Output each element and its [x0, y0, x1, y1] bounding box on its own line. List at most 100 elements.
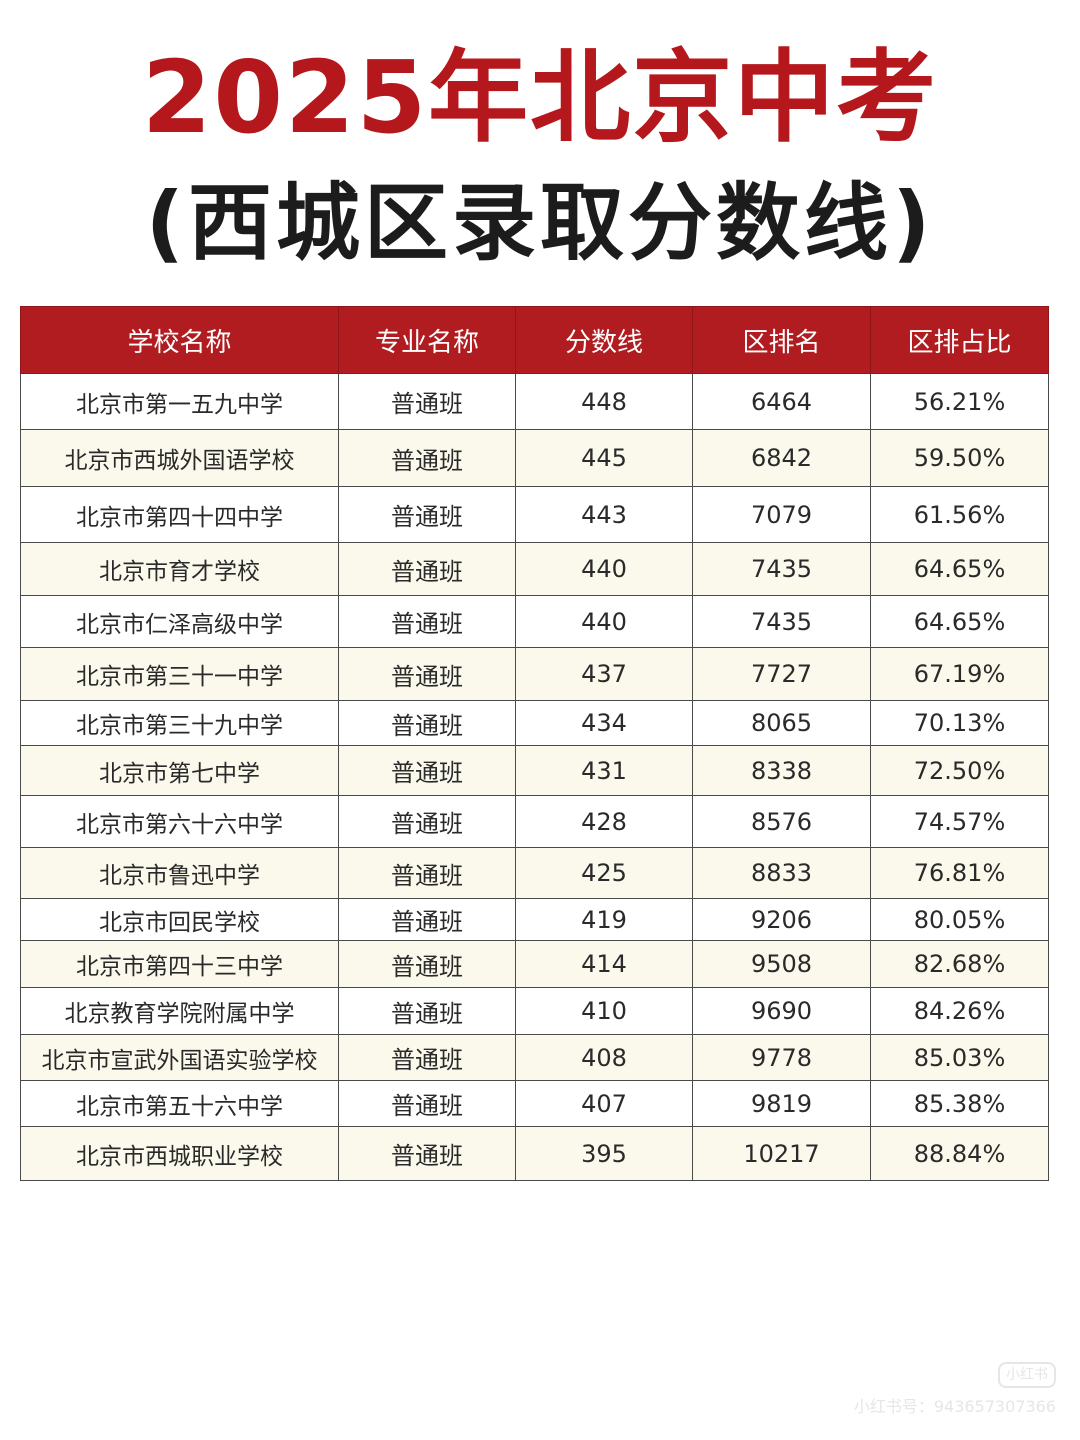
cutoff-score-cell: 434 — [515, 700, 693, 746]
district-rank-cell: 7435 — [692, 542, 871, 596]
cutoff-score-cell: 395 — [515, 1126, 693, 1181]
program-cell: 普通班 — [338, 940, 516, 988]
cutoff-score-cell: 414 — [515, 940, 693, 988]
district-rank-cell: 6464 — [692, 373, 871, 430]
program-cell: 普通班 — [338, 542, 516, 596]
program-cell: 普通班 — [338, 898, 516, 941]
school-name-cell: 北京市回民学校 — [20, 898, 339, 941]
school-name-cell: 北京市宣武外国语实验学校 — [20, 1034, 339, 1081]
district-rank-cell: 9778 — [692, 1034, 871, 1081]
school-name-cell: 北京市第四十四中学 — [20, 486, 339, 543]
header-cutoff-score: 分数线 — [515, 306, 693, 374]
district-rank-percent-cell: 67.19% — [870, 647, 1049, 701]
district-rank-cell: 6842 — [692, 429, 871, 487]
admission-score-table: 学校名称 专业名称 分数线 区排名 区排占比 北京市第一五九中学 普通班 448 64… — [20, 306, 1049, 1181]
table-row: 北京市西城外国语学校 普通班 445 6842 59.50% — [20, 429, 1049, 487]
program-cell: 普通班 — [338, 647, 516, 701]
program-cell: 普通班 — [338, 1080, 516, 1127]
school-name-cell: 北京市第七中学 — [20, 745, 339, 796]
cutoff-score-cell: 448 — [515, 373, 693, 430]
program-cell: 普通班 — [338, 595, 516, 648]
table-row: 北京教育学院附属中学 普通班 410 9690 84.26% — [20, 987, 1049, 1035]
table-row: 北京市西城职业学校 普通班 395 10217 88.84% — [20, 1126, 1049, 1181]
school-name-cell: 北京市鲁迅中学 — [20, 847, 339, 899]
school-name-cell: 北京教育学院附属中学 — [20, 987, 339, 1035]
program-cell: 普通班 — [338, 795, 516, 848]
program-cell: 普通班 — [338, 486, 516, 543]
program-cell: 普通班 — [338, 847, 516, 899]
program-cell: 普通班 — [338, 1034, 516, 1081]
header-school-name: 学校名称 — [20, 306, 339, 374]
cutoff-score-cell: 407 — [515, 1080, 693, 1127]
header-district-rank-percent: 区排占比 — [870, 306, 1049, 374]
table-row: 北京市育才学校 普通班 440 7435 64.65% — [20, 542, 1049, 596]
cutoff-score-cell: 431 — [515, 745, 693, 796]
district-rank-cell: 7079 — [692, 486, 871, 543]
district-rank-cell: 9508 — [692, 940, 871, 988]
district-rank-cell: 9819 — [692, 1080, 871, 1127]
school-name-cell: 北京市西城外国语学校 — [20, 429, 339, 487]
cutoff-score-cell: 410 — [515, 987, 693, 1035]
school-name-cell: 北京市第一五九中学 — [20, 373, 339, 430]
table-row: 北京市第六十六中学 普通班 428 8576 74.57% — [20, 795, 1049, 848]
school-name-cell: 北京市第六十六中学 — [20, 795, 339, 848]
school-name-cell: 北京市第五十六中学 — [20, 1080, 339, 1127]
district-rank-percent-cell: 88.84% — [870, 1126, 1049, 1181]
school-name-cell: 北京市西城职业学校 — [20, 1126, 339, 1181]
table-row: 北京市第一五九中学 普通班 448 6464 56.21% — [20, 373, 1049, 430]
table-row: 北京市仁泽高级中学 普通班 440 7435 64.65% — [20, 595, 1049, 648]
district-rank-cell: 8833 — [692, 847, 871, 899]
table-row: 北京市第四十三中学 普通班 414 9508 82.68% — [20, 940, 1049, 988]
school-name-cell: 北京市第三十九中学 — [20, 700, 339, 746]
cutoff-score-cell: 425 — [515, 847, 693, 899]
district-rank-percent-cell: 80.05% — [870, 898, 1049, 941]
school-name-cell: 北京市仁泽高级中学 — [20, 595, 339, 648]
watermark-logo: 小红书 — [998, 1362, 1056, 1388]
district-rank-percent-cell: 64.65% — [870, 595, 1049, 648]
table-row: 北京市第四十四中学 普通班 443 7079 61.56% — [20, 486, 1049, 543]
district-rank-percent-cell: 70.13% — [870, 700, 1049, 746]
program-cell: 普通班 — [338, 987, 516, 1035]
district-rank-percent-cell: 74.57% — [870, 795, 1049, 848]
table-row: 北京市第七中学 普通班 431 8338 72.50% — [20, 745, 1049, 796]
program-cell: 普通班 — [338, 373, 516, 430]
watermark-text: 小红书号：943657307366 — [853, 1397, 1056, 1416]
page-subtitle: (西城区录取分数线) — [145, 174, 935, 272]
table-row: 北京市鲁迅中学 普通班 425 8833 76.81% — [20, 847, 1049, 899]
program-cell: 普通班 — [338, 1126, 516, 1181]
watermark: 小红书 小红书号：943657307366 — [854, 1362, 1056, 1418]
school-name-cell: 北京市第四十三中学 — [20, 940, 339, 988]
district-rank-cell: 8338 — [692, 745, 871, 796]
district-rank-percent-cell: 85.38% — [870, 1080, 1049, 1127]
school-name-cell: 北京市第三十一中学 — [20, 647, 339, 701]
table-row: 北京市第五十六中学 普通班 407 9819 85.38% — [20, 1080, 1049, 1127]
table-row: 北京市回民学校 普通班 419 9206 80.05% — [20, 898, 1049, 941]
district-rank-percent-cell: 64.65% — [870, 542, 1049, 596]
cutoff-score-cell: 443 — [515, 486, 693, 543]
district-rank-cell: 10217 — [692, 1126, 871, 1181]
cutoff-score-cell: 437 — [515, 647, 693, 701]
table-row: 北京市第三十九中学 普通班 434 8065 70.13% — [20, 700, 1049, 746]
district-rank-percent-cell: 72.50% — [870, 745, 1049, 796]
table-header: 学校名称 专业名称 分数线 区排名 区排占比 — [20, 306, 1049, 374]
district-rank-cell: 8576 — [692, 795, 871, 848]
table-header-row: 学校名称 专业名称 分数线 区排名 区排占比 — [20, 306, 1049, 374]
district-rank-cell: 9206 — [692, 898, 871, 941]
district-rank-cell: 9690 — [692, 987, 871, 1035]
cutoff-score-cell: 428 — [515, 795, 693, 848]
district-rank-cell: 7727 — [692, 647, 871, 701]
district-rank-percent-cell: 59.50% — [870, 429, 1049, 487]
cutoff-score-cell: 445 — [515, 429, 693, 487]
district-rank-percent-cell: 82.68% — [870, 940, 1049, 988]
district-rank-percent-cell: 56.21% — [870, 373, 1049, 430]
page-title: 2025年北京中考 — [141, 39, 939, 156]
program-cell: 普通班 — [338, 429, 516, 487]
district-rank-cell: 8065 — [692, 700, 871, 746]
district-rank-percent-cell: 84.26% — [870, 987, 1049, 1035]
table-row: 北京市宣武外国语实验学校 普通班 408 9778 85.03% — [20, 1034, 1049, 1081]
school-name-cell: 北京市育才学校 — [20, 542, 339, 596]
district-rank-percent-cell: 85.03% — [870, 1034, 1049, 1081]
district-rank-cell: 7435 — [692, 595, 871, 648]
header-program-name: 专业名称 — [338, 306, 516, 374]
district-rank-percent-cell: 61.56% — [870, 486, 1049, 543]
